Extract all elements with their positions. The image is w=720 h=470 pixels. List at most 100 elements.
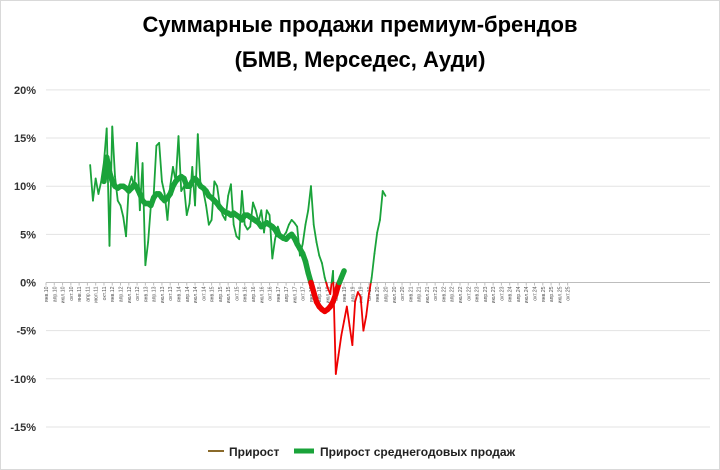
series-0-segment — [301, 223, 307, 245]
series-0-segment — [111, 125, 116, 178]
x-tick-label: янв.19 — [342, 286, 348, 302]
series-0-segment — [356, 291, 362, 298]
series-0-segment — [370, 252, 376, 279]
series-0-segment — [379, 190, 384, 221]
series-0-segment — [232, 223, 238, 238]
series-0-segment — [105, 127, 111, 247]
x-tick-label: апр.21 — [417, 286, 423, 302]
x-tick-label: июл.22 — [458, 286, 464, 303]
x-tick-label: июл.24 — [524, 286, 530, 303]
x-tick-label: апр.14 — [185, 286, 191, 302]
legend-label-growth: Прирост — [229, 445, 280, 459]
x-tick-label: апр.16 — [251, 286, 257, 302]
legend: Прирост Прирост среднегодовых продаж — [208, 445, 516, 459]
series-0-segment — [205, 204, 210, 226]
y-tick-label: 0% — [20, 278, 36, 290]
series-0-segment — [119, 204, 125, 218]
series-0-segment — [265, 209, 271, 216]
x-tick-label: апр.12 — [119, 286, 125, 302]
series-0-segment — [169, 166, 174, 188]
series-0-segment — [354, 291, 359, 303]
x-tick-label: янв.11 — [77, 286, 83, 301]
x-tick-label: янв.13 — [143, 286, 149, 302]
series-0-segment — [89, 164, 94, 202]
series-0-segment — [285, 223, 290, 234]
x-tick-label: июл.13 — [160, 286, 166, 303]
x-tick-label: янв.21 — [408, 286, 414, 302]
x-tick-label: апр.25 — [549, 286, 555, 302]
x-tick-label: окт.12 — [135, 286, 141, 300]
x-tick-label: июл.18 — [326, 286, 332, 303]
x-tick-label: окт.24 — [533, 286, 539, 300]
series-0-segment — [202, 190, 207, 207]
x-tick-label: окт.23 — [499, 286, 505, 300]
series-0-segment — [260, 209, 265, 234]
x-tick-label: янв.14 — [176, 286, 182, 302]
x-tick-label: янв.12 — [110, 286, 116, 302]
gridlines — [46, 89, 710, 428]
x-tick-label: янв.25 — [541, 286, 547, 302]
series-0-segment — [334, 353, 340, 375]
x-tick-label: апр.23 — [483, 286, 489, 302]
x-tick-label: июл.11 — [94, 286, 100, 303]
x-tick-label: июл.20 — [392, 286, 398, 303]
series-0-segment — [318, 254, 323, 265]
series-0-segment — [351, 300, 357, 346]
chart-title-line1: Суммарные продажи премиум-брендов — [143, 12, 578, 37]
series-0-segment — [152, 144, 158, 197]
x-tick-label: апр.10 — [52, 286, 58, 302]
series-0-segment — [340, 320, 345, 337]
x-tick-label: янв.17 — [276, 286, 282, 302]
x-tick-label: апр.24 — [516, 286, 522, 302]
series-0-segment — [365, 293, 370, 318]
legend-label-avg-growth: Прирост среднегодовых продаж — [320, 445, 516, 459]
series-0-segment — [312, 223, 318, 243]
x-tick-label: апр.18 — [317, 286, 323, 302]
x-tick-label: июл.21 — [425, 286, 431, 303]
series-0-segment — [329, 281, 333, 295]
series-0-segment — [224, 194, 230, 221]
series-0-segment — [304, 209, 310, 226]
series-0-segment — [194, 133, 199, 207]
x-tick-label: июл.10 — [61, 286, 67, 303]
x-tick-label: янв.16 — [243, 286, 249, 302]
x-tick-label: окт.13 — [168, 286, 174, 300]
x-tick-label: окт.20 — [400, 286, 406, 300]
series-0-segment — [271, 238, 276, 260]
x-tick-label: окт.10 — [69, 286, 75, 300]
series-0-segment — [185, 202, 191, 216]
series-0-segment — [158, 141, 163, 183]
x-tick-label: апр.19 — [350, 286, 356, 302]
series-0-segment — [252, 201, 257, 212]
x-tick-label: янв.15 — [210, 286, 216, 302]
y-tick-label: 20% — [14, 85, 36, 97]
series-0-segment — [183, 185, 188, 216]
x-tick-label: окт.17 — [301, 286, 307, 300]
x-tick-label: янв.22 — [441, 286, 447, 302]
series-0-segment — [362, 315, 368, 332]
series-0-segment — [376, 219, 381, 234]
series-0-segment — [268, 214, 274, 260]
x-tick-label: июл.23 — [491, 286, 497, 303]
series-0-segment — [249, 201, 254, 228]
series-0-segment — [136, 141, 141, 212]
x-tick-label: июл.19 — [359, 286, 365, 303]
y-tick-label: 5% — [20, 229, 36, 241]
chart-title-line2: (БМВ, Мерседес, Ауди) — [235, 47, 486, 72]
x-tick-label: окт.16 — [268, 286, 274, 300]
x-tick-label: окт.14 — [201, 286, 207, 300]
series-0-segment — [147, 204, 152, 243]
series-1-segment — [338, 268, 347, 281]
y-tick-label: 15% — [14, 133, 36, 145]
x-tick-label: янв.10 — [44, 286, 50, 302]
series-0-segment — [108, 125, 114, 247]
x-tick-label: янв.24 — [508, 286, 514, 302]
y-tick-label: -5% — [16, 326, 36, 338]
y-tick-label: 10% — [14, 181, 36, 193]
x-tick-label: апр.20 — [383, 286, 389, 302]
y-tick-label: -10% — [10, 374, 36, 386]
x-tick-label: окт.15 — [234, 286, 240, 300]
x-tick-label: июл.12 — [127, 286, 133, 303]
series-0-segment — [141, 162, 147, 267]
